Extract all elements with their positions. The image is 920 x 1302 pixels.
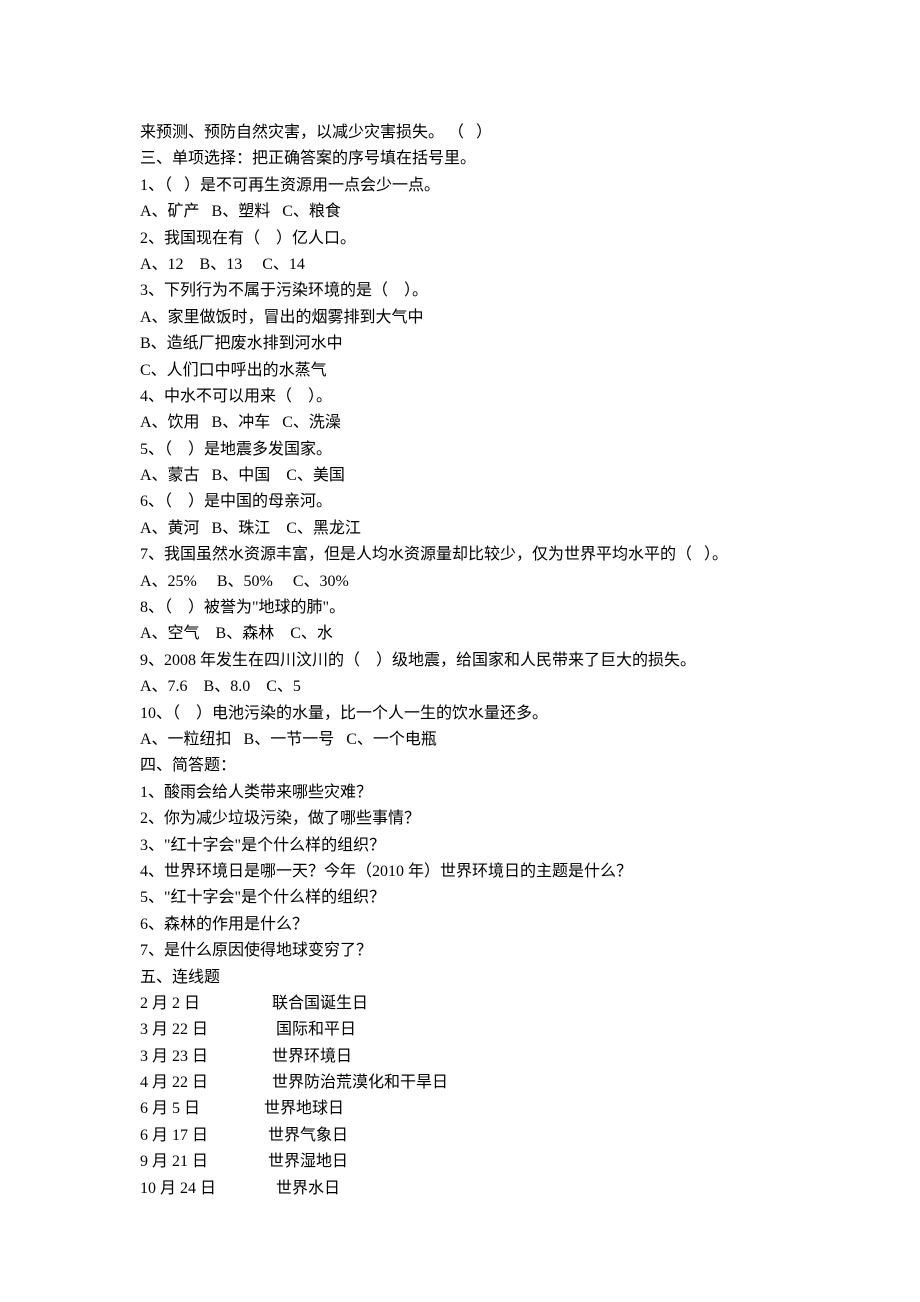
- text-line: 3、下列行为不属于污染环境的是（ ）。: [140, 278, 780, 304]
- text-line: A、蒙古 B、中国 C、美国: [140, 463, 780, 489]
- text-line: 6 月 17 日 世界气象日: [140, 1123, 780, 1149]
- text-line: 4 月 22 日 世界防治荒漠化和干旱日: [140, 1070, 780, 1096]
- text-line: 5、（ ）是地震多发国家。: [140, 437, 780, 463]
- text-line: B、造纸厂把废水排到河水中: [140, 331, 780, 357]
- text-line: 4、世界环境日是哪一天？今年（2010 年）世界环境日的主题是什么？: [140, 859, 780, 885]
- text-line: 10 月 24 日 世界水日: [140, 1176, 780, 1202]
- text-line: 3、"红十字会"是个什么样的组织？: [140, 833, 780, 859]
- text-line: 6、（ ）是中国的母亲河。: [140, 489, 780, 515]
- text-line: 7、我国虽然水资源丰富，但是人均水资源量却比较少，仅为世界平均水平的（ ）。: [140, 542, 780, 568]
- document-page: 来预测、预防自然灾害，以减少灾害损失。 （ ）三、单项选择：把正确答案的序号填在…: [0, 0, 920, 1282]
- text-line: A、7.6 B、8.0 C、5: [140, 674, 780, 700]
- text-line: 9、2008 年发生在四川汶川的（ ）级地震，给国家和人民带来了巨大的损失。: [140, 648, 780, 674]
- text-line: 3 月 22 日 国际和平日: [140, 1017, 780, 1043]
- text-line: 8、（ ）被誉为"地球的肺"。: [140, 595, 780, 621]
- text-line: 9 月 21 日 世界湿地日: [140, 1149, 780, 1175]
- text-line: 3 月 23 日 世界环境日: [140, 1044, 780, 1070]
- text-line: 1、（ ）是不可再生资源用一点会少一点。: [140, 173, 780, 199]
- text-line: A、家里做饭时，冒出的烟雾排到大气中: [140, 305, 780, 331]
- text-line: A、矿产 B、塑料 C、粮食: [140, 199, 780, 225]
- text-line: C、人们口中呼出的水蒸气: [140, 358, 780, 384]
- text-line: A、黄河 B、珠江 C、黑龙江: [140, 516, 780, 542]
- text-line: 2、我国现在有（ ）亿人口。: [140, 226, 780, 252]
- text-line: A、25% B、50% C、30%: [140, 569, 780, 595]
- text-line: 五、连线题: [140, 965, 780, 991]
- text-line: 6、森林的作用是什么？: [140, 912, 780, 938]
- text-line: 10、（ ）电池污染的水量，比一个人一生的饮水量还多。: [140, 701, 780, 727]
- text-line: A、一粒纽扣 B、一节一号 C、一个电瓶: [140, 727, 780, 753]
- text-line: 四、简答题：: [140, 753, 780, 779]
- text-line: 4、中水不可以用来（ ）。: [140, 384, 780, 410]
- text-line: 来预测、预防自然灾害，以减少灾害损失。 （ ）: [140, 120, 780, 146]
- text-line: A、空气 B、森林 C、水: [140, 621, 780, 647]
- text-line: A、饮用 B、冲车 C、洗澡: [140, 410, 780, 436]
- text-line: 5、"红十字会"是个什么样的组织？: [140, 885, 780, 911]
- text-line: 2 月 2 日 联合国诞生日: [140, 991, 780, 1017]
- text-line: 三、单项选择：把正确答案的序号填在括号里。: [140, 146, 780, 172]
- text-line: 2、你为减少垃圾污染，做了哪些事情？: [140, 806, 780, 832]
- text-line: A、12 B、13 C、14: [140, 252, 780, 278]
- text-line: 7、是什么原因使得地球变穷了？: [140, 938, 780, 964]
- text-line: 6 月 5 日 世界地球日: [140, 1096, 780, 1122]
- text-line: 1、酸雨会给人类带来哪些灾难？: [140, 780, 780, 806]
